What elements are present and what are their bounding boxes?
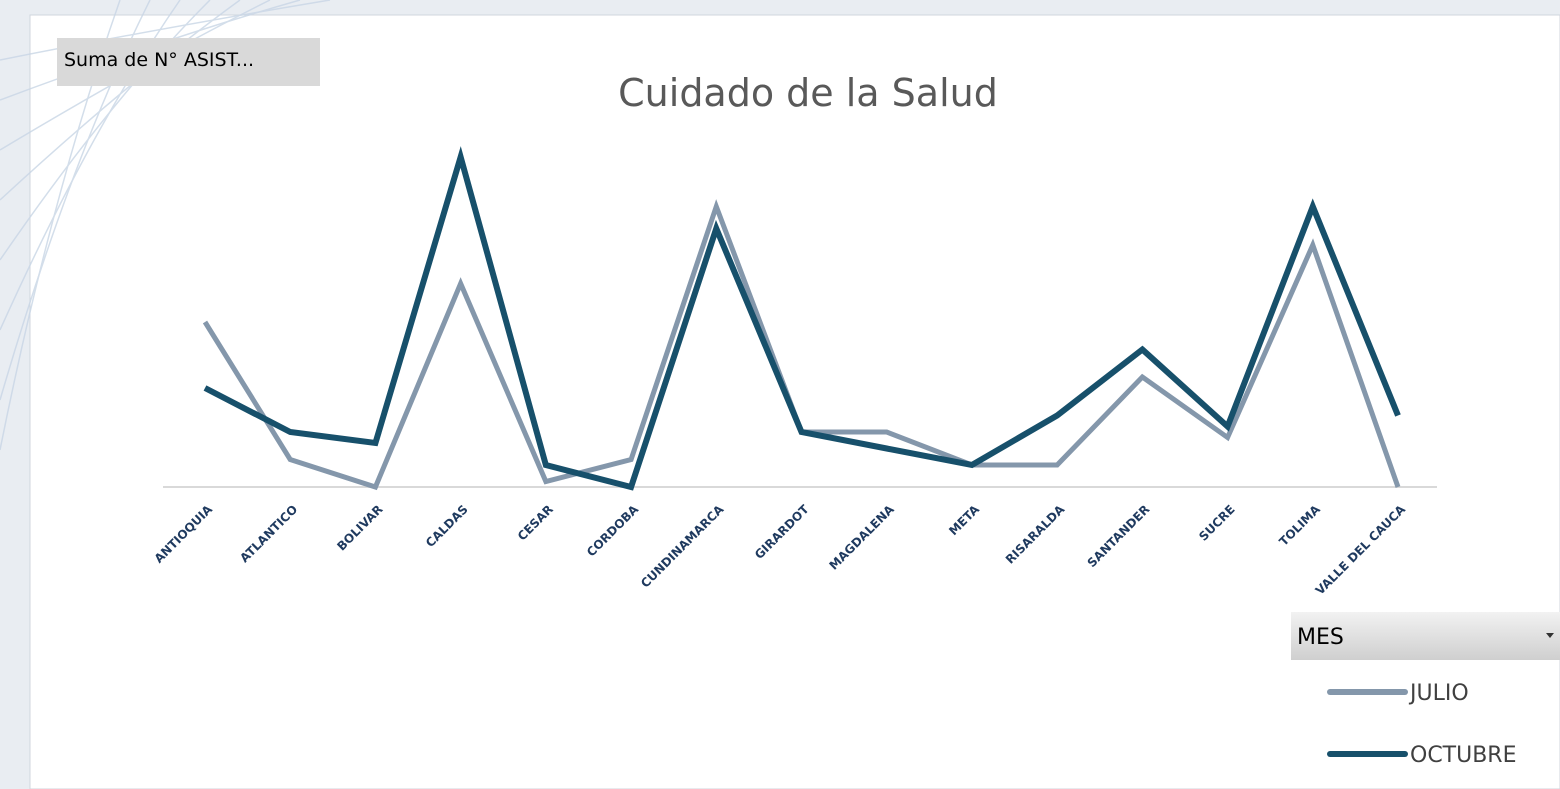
- legend-label: JULIO: [1408, 681, 1469, 706]
- value-field-label: Suma de N° ASIST...: [64, 49, 254, 71]
- page: {"chart_data": {"type": "line", "title":…: [0, 0, 1560, 789]
- legend-label: OCTUBRE: [1410, 743, 1517, 768]
- legend-title: MES: [1297, 625, 1344, 650]
- chart: Suma de N° ASIST... Cuidado de la Salud …: [0, 0, 1560, 789]
- chart-title: Cuidado de la Salud: [618, 71, 998, 115]
- chart-area: [30, 15, 1560, 789]
